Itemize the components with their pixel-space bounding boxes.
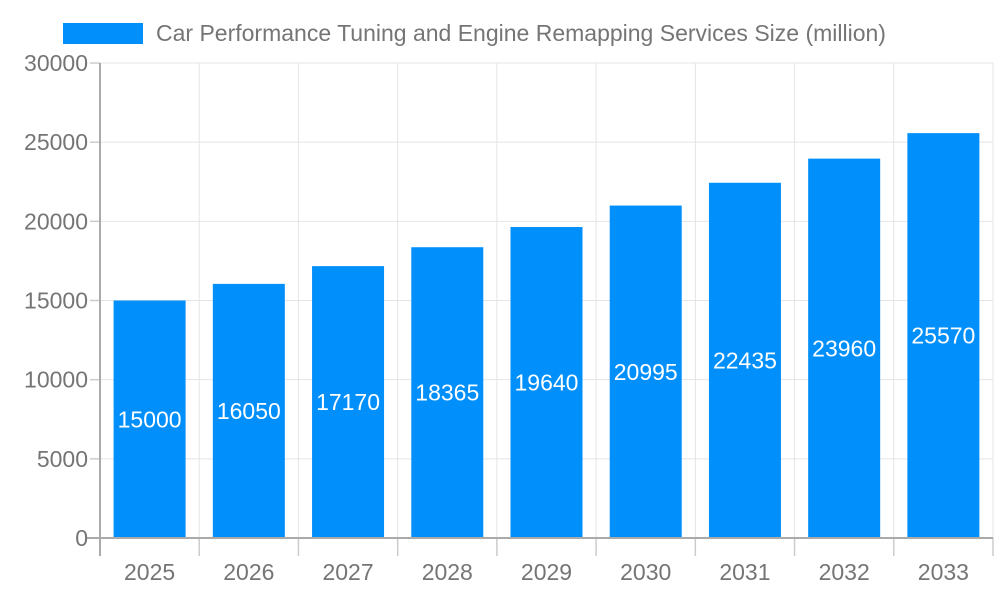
bar-2025[interactable] bbox=[113, 300, 186, 539]
x-axis-label: 2032 bbox=[819, 559, 870, 585]
y-axis-label: 0 bbox=[75, 525, 88, 551]
bar-2028[interactable] bbox=[411, 247, 484, 539]
bar-value-label: 20995 bbox=[614, 359, 678, 385]
x-axis-label: 2025 bbox=[124, 559, 175, 585]
x-axis-label: 2030 bbox=[620, 559, 671, 585]
bar-value-label: 16050 bbox=[217, 398, 281, 424]
bar-2027[interactable] bbox=[312, 266, 385, 538]
y-axis-label: 15000 bbox=[24, 288, 88, 314]
y-axis-label: 30000 bbox=[24, 50, 88, 76]
bar-value-label: 23960 bbox=[812, 335, 876, 361]
bar-value-label: 25570 bbox=[911, 323, 975, 349]
bar-value-label: 17170 bbox=[316, 389, 380, 415]
bar-2030[interactable] bbox=[609, 205, 682, 538]
bar-value-label: 22435 bbox=[713, 347, 777, 373]
x-axis-label: 2027 bbox=[322, 559, 373, 585]
x-axis-label: 2031 bbox=[719, 559, 770, 585]
legend-swatch-icon bbox=[63, 23, 143, 44]
y-axis-label: 25000 bbox=[24, 129, 88, 155]
legend-label: Car Performance Tuning and Engine Remapp… bbox=[156, 20, 886, 46]
bar-value-label: 18365 bbox=[415, 380, 479, 406]
bar-2032[interactable] bbox=[808, 158, 881, 538]
y-axis-label: 10000 bbox=[24, 367, 88, 393]
bar-2031[interactable] bbox=[708, 182, 781, 538]
bar-value-label: 15000 bbox=[118, 406, 182, 432]
y-axis-label: 20000 bbox=[24, 208, 88, 234]
bar-2029[interactable] bbox=[510, 227, 583, 539]
x-axis-label: 2029 bbox=[521, 559, 572, 585]
y-axis-label: 5000 bbox=[37, 446, 88, 472]
x-axis-label: 2033 bbox=[918, 559, 969, 585]
x-axis-label: 2028 bbox=[422, 559, 473, 585]
bar-2033[interactable] bbox=[907, 133, 980, 538]
x-axis-label: 2026 bbox=[223, 559, 274, 585]
legend-item[interactable]: Car Performance Tuning and Engine Remapp… bbox=[63, 20, 886, 47]
bar-value-label: 19640 bbox=[515, 370, 579, 396]
bar-2026[interactable] bbox=[212, 283, 285, 538]
